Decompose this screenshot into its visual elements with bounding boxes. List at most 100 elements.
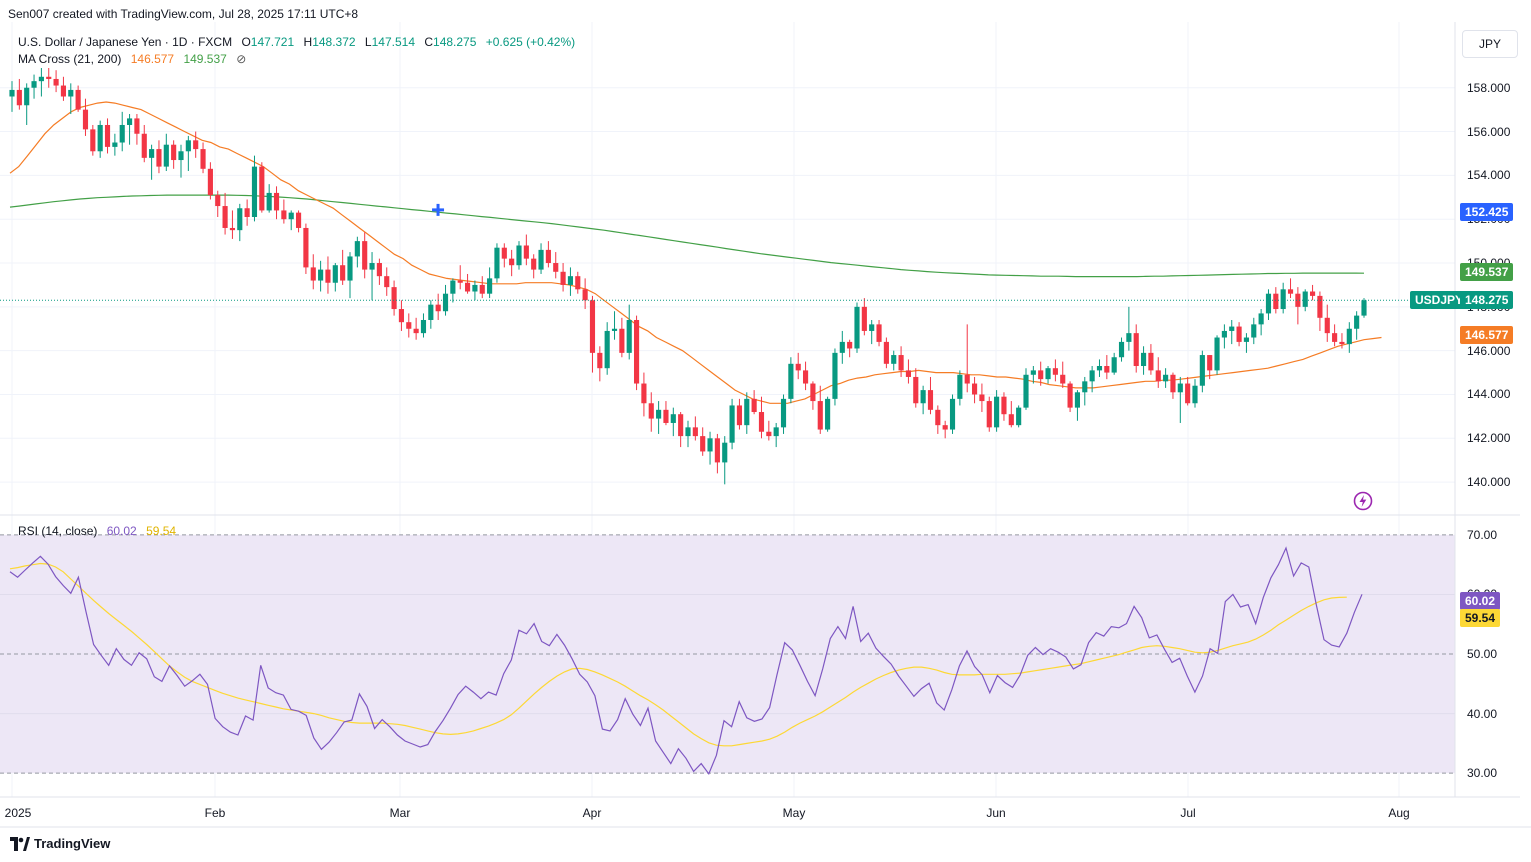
candle (134, 114, 140, 145)
candle (795, 352, 801, 380)
candle (141, 124, 147, 163)
candle-body (24, 87, 30, 106)
candle-body (1118, 341, 1125, 358)
lightning-icon[interactable] (1353, 491, 1373, 511)
tradingview-logo[interactable]: TradingView (10, 836, 110, 851)
candle-body (648, 403, 654, 419)
candle (861, 298, 867, 336)
candle (1199, 350, 1205, 393)
candle-body (112, 142, 118, 147)
candle (516, 241, 522, 270)
candle-body (163, 144, 169, 167)
candle (575, 271, 581, 294)
candle-body (1111, 357, 1117, 373)
candle-body (1346, 328, 1352, 345)
candle-body (325, 269, 331, 283)
candle-body (869, 324, 875, 331)
candle (560, 263, 566, 292)
ma-name[interactable]: MA Cross (21, 200) (18, 52, 122, 66)
candle (979, 383, 985, 413)
candle (185, 135, 191, 171)
rsi-tick: 40.00 (1467, 706, 1498, 721)
candle (1045, 366, 1051, 384)
candle-body (501, 247, 507, 259)
rsi-value: 60.02 (106, 524, 137, 538)
candle-body (516, 245, 522, 266)
candle-body (442, 293, 449, 312)
candle-body (362, 241, 368, 270)
candle-body (817, 401, 823, 430)
candle (442, 284, 449, 316)
ma21-line (9, 101, 1382, 404)
candle (825, 396, 831, 432)
candle-body (413, 328, 419, 334)
candle-body (1030, 370, 1036, 375)
ma200-series (9, 194, 1365, 278)
candle-body (1214, 337, 1220, 371)
candle-body (641, 383, 647, 404)
candle (927, 376, 934, 415)
time-tick: Apr (582, 806, 602, 820)
candle (1346, 322, 1352, 353)
candle (97, 120, 103, 158)
candle (876, 319, 882, 347)
candle-body (1258, 313, 1264, 325)
candle (31, 74, 37, 99)
time-tick: Mar (389, 806, 411, 820)
candle (435, 293, 441, 320)
candle-body (905, 370, 912, 377)
candle-body (318, 269, 324, 281)
time-tick: 2025 (4, 806, 32, 820)
candle-body (398, 309, 405, 323)
visibility-icon[interactable]: ⊘ (236, 52, 247, 66)
candle (957, 370, 963, 406)
candle-body (538, 249, 544, 270)
candle-body (949, 398, 956, 430)
candle (788, 357, 794, 404)
candle-body (1273, 293, 1279, 310)
candle-body (1008, 414, 1014, 426)
candle (913, 368, 919, 408)
candle-body (1082, 381, 1088, 393)
candle-body (119, 124, 125, 143)
candle (1038, 361, 1044, 386)
candle-body (354, 241, 360, 257)
candle-body (883, 341, 889, 364)
candle (281, 199, 287, 224)
candle (971, 376, 978, 404)
candle-body (1096, 366, 1103, 371)
candle-body (259, 166, 265, 211)
candle-body (1001, 396, 1007, 415)
candle (464, 273, 471, 294)
candle-body (1251, 324, 1257, 338)
candle-body (994, 396, 1000, 428)
candle (273, 186, 280, 220)
candle (112, 133, 118, 156)
candle (847, 339, 853, 358)
candle (700, 427, 706, 456)
candle (53, 70, 59, 93)
candle (949, 394, 956, 434)
candle-body (545, 249, 551, 264)
candle (1185, 376, 1191, 406)
candle (1280, 282, 1286, 314)
candle (538, 243, 544, 274)
price-badge: 148.275 (1460, 291, 1514, 309)
candle-body (927, 390, 934, 410)
candle-body (1074, 392, 1081, 408)
candle-body (1177, 383, 1183, 393)
candle (1295, 287, 1301, 325)
symbol-name[interactable]: U.S. Dollar / Japanese Yen · 1D · FXCM (18, 35, 233, 49)
candle-body (1302, 291, 1308, 307)
candle (38, 68, 44, 97)
candle (376, 258, 382, 285)
currency-button[interactable]: JPY (1462, 30, 1518, 58)
candle-body (1045, 368, 1051, 380)
candle (156, 140, 162, 174)
candle-body (509, 258, 515, 266)
candle (994, 390, 1000, 432)
candle-body (707, 438, 713, 452)
candle-body (751, 398, 757, 413)
low-label: L (364, 35, 372, 49)
rsi-name[interactable]: RSI (14, close) (18, 524, 98, 538)
